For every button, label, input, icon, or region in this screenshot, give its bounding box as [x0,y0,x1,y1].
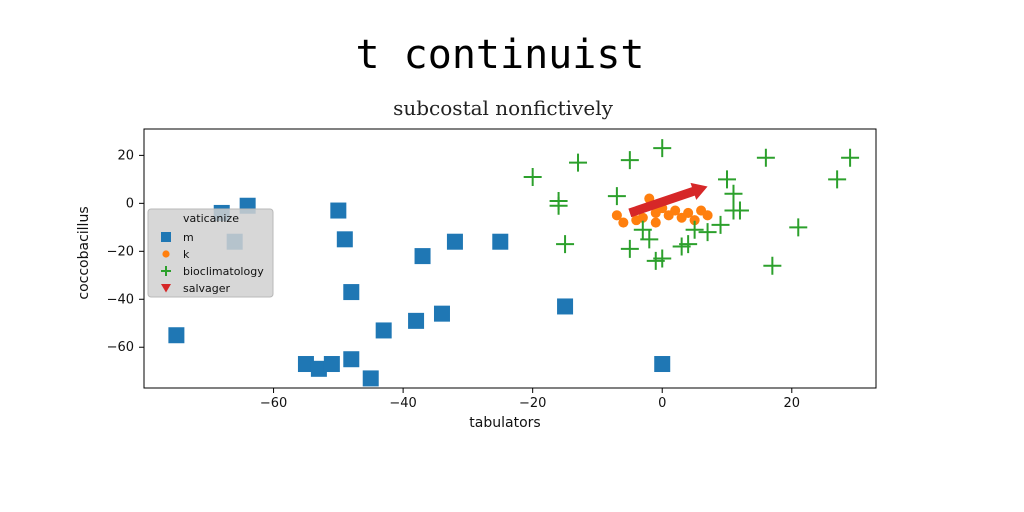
point-bioclimatology [679,235,698,254]
y-tick-label: −20 [107,244,134,259]
point-m [446,233,463,250]
point-bioclimatology [556,235,575,254]
point-k [618,217,629,228]
point-bioclimatology [685,220,704,239]
y-tick-label: 20 [117,148,134,163]
point-m [330,202,347,219]
point-bioclimatology [718,170,737,189]
legend-item-label: m [183,231,194,244]
point-bioclimatology [730,201,749,220]
point-k [702,210,713,221]
chart-title: t continuist [356,32,645,78]
legend-marker [161,232,171,242]
x-tick-label: −40 [389,396,416,411]
x-axis-label: tabulators [469,415,540,431]
point-m [414,248,431,265]
legend-item-label: salvager [183,282,231,295]
point-m [557,298,574,315]
y-axis-label: coccobacillus [76,206,92,299]
x-tick-label: 20 [784,396,801,411]
y-axis-ticks: 20 0 −20 −40 −60 [107,148,144,355]
x-tick-label: −60 [260,396,287,411]
point-bioclimatology [711,215,730,234]
legend-marker [161,266,171,276]
point-m [362,370,379,387]
point-bioclimatology [789,218,808,237]
x-axis-ticks: −60 −40 −20 0 20 [260,388,800,411]
point-k [683,207,694,218]
point-m [343,284,360,301]
legend-marker [161,284,171,293]
y-tick-label: 0 [126,196,134,211]
legend-item-label: bioclimatology [183,265,264,278]
point-k [631,215,642,226]
legend-item-label: k [183,248,190,261]
point-bioclimatology [763,256,782,275]
y-tick-label: −40 [107,292,134,307]
point-bioclimatology [549,191,568,210]
plot-area [143,128,877,389]
legend-frame [147,208,274,298]
point-m [168,327,185,344]
point-m [297,356,314,373]
point-m [323,356,340,373]
point-bioclimatology [841,148,860,167]
x-tick-label: −20 [519,396,546,411]
point-bioclimatology [569,153,588,172]
legend-marker [162,250,170,258]
point-bioclimatology [523,167,542,186]
point-bioclimatology [756,148,775,167]
point-m [654,356,671,373]
point-bioclimatology [640,230,659,249]
chart-subtitle: subcostal nonfictively [393,96,613,120]
arrow-salvager [628,182,708,218]
point-k [650,217,661,228]
point-m [492,233,509,250]
point-k [689,215,700,226]
point-bioclimatology [653,139,672,158]
legend-title: vaticanize [183,212,239,225]
x-tick-label: 0 [658,396,666,411]
point-k [670,205,681,216]
point-bioclimatology [620,151,639,170]
point-m [343,351,360,368]
point-k [611,210,622,221]
point-bioclimatology [653,249,672,268]
point-m [375,322,392,339]
point-bioclimatology [633,220,652,239]
point-bioclimatology [698,223,717,242]
point-bioclimatology [620,239,639,258]
y-tick-label: −60 [107,340,134,355]
point-m [310,360,327,377]
point-bioclimatology [828,170,847,189]
point-bioclimatology [724,184,743,203]
legend: vaticanize mk bioclimatology salvager [147,208,274,298]
point-bioclimatology [607,187,626,206]
point-m [433,305,450,322]
point-m [336,231,353,248]
point-m [408,312,425,329]
